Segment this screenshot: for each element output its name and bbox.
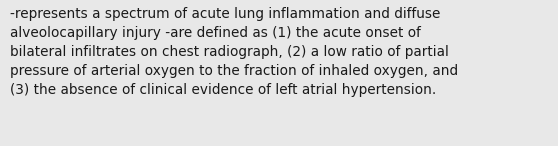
Text: -represents a spectrum of acute lung inflammation and diffuse
alveolocapillary i: -represents a spectrum of acute lung inf…	[10, 7, 458, 97]
